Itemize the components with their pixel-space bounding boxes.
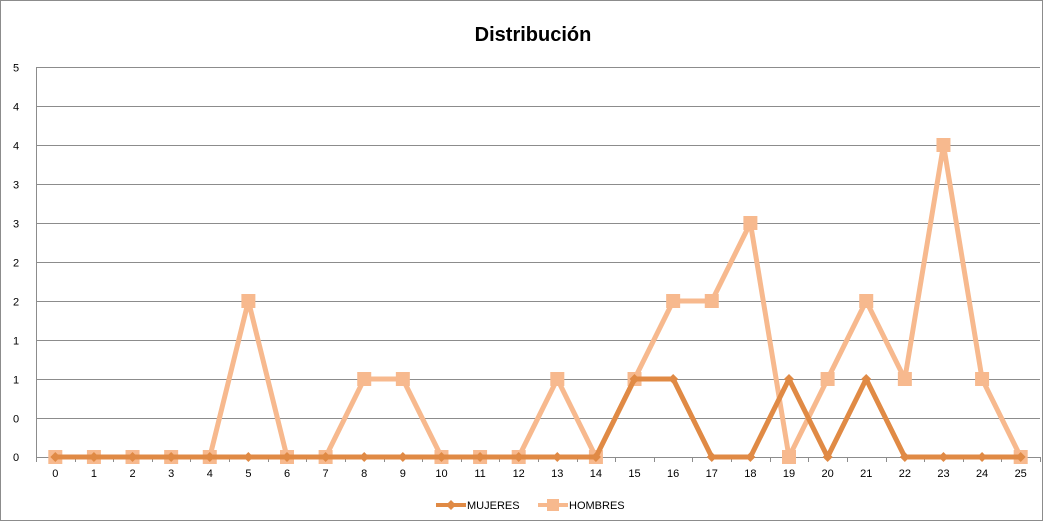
x-tick-label: 25	[1015, 468, 1027, 480]
data-point	[1015, 452, 1026, 462]
data-point	[552, 452, 563, 462]
data-point	[166, 452, 177, 462]
x-tick-label: 2	[129, 468, 135, 480]
y-tick-label: 3	[13, 219, 19, 231]
y-tick-label: 0	[13, 452, 19, 464]
x-tick-label: 1	[91, 468, 97, 480]
x-tick-label: 12	[513, 468, 525, 480]
data-point	[706, 452, 717, 462]
data-point	[975, 372, 990, 386]
y-tick-label: 4	[13, 102, 19, 114]
x-tick-label: 23	[937, 468, 949, 480]
y-tick-label: 0	[13, 414, 19, 426]
legend-item-hombres: HOMBRES	[538, 499, 625, 512]
data-point	[822, 452, 833, 462]
series-mujeres	[50, 374, 1026, 462]
chart-title: Distribución	[475, 24, 592, 46]
data-point	[629, 374, 640, 384]
legend-marker-hombres	[547, 499, 559, 511]
data-point	[899, 452, 910, 462]
data-point	[204, 452, 215, 462]
data-point	[668, 374, 679, 384]
data-point	[475, 452, 486, 462]
legend: MUJERES HOMBRES	[436, 499, 625, 512]
y-tick-label: 3	[13, 180, 19, 192]
data-point	[590, 452, 601, 462]
data-point	[859, 294, 874, 308]
x-tick-label: 8	[361, 468, 367, 480]
data-point	[743, 216, 758, 230]
data-point	[977, 452, 988, 462]
data-point	[243, 452, 254, 462]
data-point	[357, 372, 372, 386]
data-point	[320, 452, 331, 462]
x-tick-label: 14	[590, 468, 602, 480]
x-tick-label: 3	[168, 468, 174, 480]
data-point	[127, 452, 138, 462]
x-tick-label: 7	[323, 468, 329, 480]
x-tick-label: 17	[706, 468, 718, 480]
data-point	[704, 294, 719, 308]
x-tick-label: 5	[245, 468, 251, 480]
x-tick-label: 9	[400, 468, 406, 480]
data-point	[397, 452, 408, 462]
y-tick-label: 1	[13, 375, 19, 387]
x-tick-label: 18	[744, 468, 756, 480]
legend-label-hombres: HOMBRES	[569, 500, 625, 512]
x-tick-label: 4	[207, 468, 213, 480]
data-point	[88, 452, 99, 462]
data-point	[513, 452, 524, 462]
data-point	[550, 372, 565, 386]
x-tick-label: 16	[667, 468, 679, 480]
x-tick-label: 6	[284, 468, 290, 480]
data-point	[359, 452, 370, 462]
x-tick-label: 24	[976, 468, 988, 480]
data-point	[782, 450, 796, 464]
data-point	[241, 294, 256, 308]
y-tick-label: 2	[13, 297, 19, 309]
x-tick-label: 10	[435, 468, 447, 480]
x-tick-label: 21	[860, 468, 872, 480]
y-tick-label: 4	[13, 141, 19, 153]
data-point	[50, 452, 61, 462]
data-point	[820, 372, 835, 386]
series-line-hombres	[55, 142, 1023, 460]
x-tick-label: 11	[474, 468, 485, 480]
data-point	[784, 374, 794, 384]
x-tick-label: 19	[783, 468, 795, 480]
series-group	[48, 138, 1028, 464]
gridlines	[36, 67, 1040, 419]
data-point	[745, 452, 756, 462]
x-tick-label: 22	[899, 468, 911, 480]
y-tick-label: 2	[13, 258, 19, 270]
x-tick-label: 13	[551, 468, 563, 480]
series-line-mujeres	[55, 376, 1021, 460]
legend-marker-mujeres	[446, 500, 456, 510]
x-tick-label: 20	[821, 468, 833, 480]
data-point	[282, 452, 292, 462]
data-point	[897, 372, 912, 386]
data-point	[861, 374, 872, 384]
x-tick-label: 15	[628, 468, 640, 480]
y-tick-label: 5	[13, 63, 19, 75]
data-point	[938, 452, 949, 462]
data-point	[936, 138, 951, 152]
data-point	[395, 372, 410, 386]
x-tick-label: 0	[52, 468, 58, 480]
data-point	[666, 294, 681, 308]
data-point	[436, 452, 447, 462]
legend-label-mujeres: MUJERES	[467, 500, 520, 512]
y-tick-label: 1	[13, 336, 19, 348]
legend-item-mujeres: MUJERES	[436, 500, 520, 512]
